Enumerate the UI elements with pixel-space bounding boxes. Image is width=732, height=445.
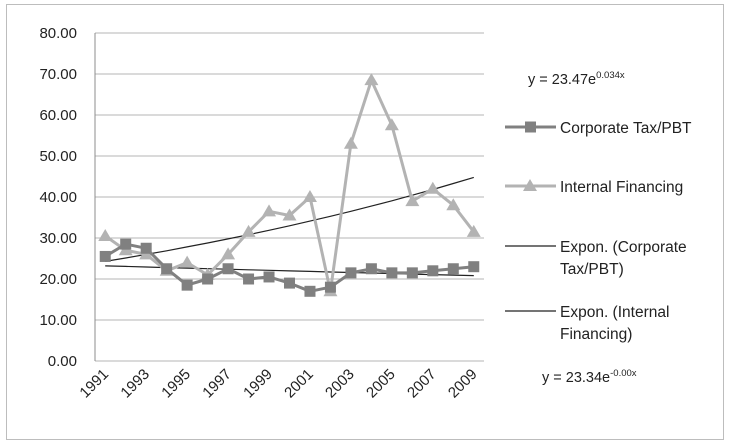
x-tick-label: 1995 xyxy=(158,366,194,402)
x-axis-ticks: 1991 1993 1995 1997 1999 2001 2003 2005 2007 2009 xyxy=(76,366,480,402)
y-axis-ticks: 0.00 10.00 20.00 30.00 40.00 50.00 60.00 70.00 8… xyxy=(39,25,77,370)
data-point xyxy=(364,73,379,86)
data-point xyxy=(181,279,193,291)
data-point xyxy=(241,224,256,237)
series-line xyxy=(104,78,475,293)
legend: Corporate Tax/PBT Internal Financing Expon… xyxy=(505,120,692,343)
equation-annotations: y = 23.47e0.034x y = 23.34e-0.00x xyxy=(528,70,637,386)
data-point xyxy=(140,242,152,254)
data-point xyxy=(345,267,357,279)
data-point xyxy=(222,263,234,275)
data-point xyxy=(202,273,214,285)
data-point xyxy=(98,228,113,241)
x-tick-label: 1993 xyxy=(117,366,153,402)
data-point xyxy=(284,277,295,289)
x-tick-label: 2007 xyxy=(404,366,440,402)
x-tick-label: 2005 xyxy=(363,366,399,402)
y-tick-label: 60.00 xyxy=(39,107,77,124)
data-point xyxy=(466,224,481,237)
data-point xyxy=(427,265,439,277)
x-tick-label: 2003 xyxy=(322,366,358,402)
y-tick-label: 50.00 xyxy=(39,148,77,165)
data-point xyxy=(405,194,420,207)
y-tick-label: 80.00 xyxy=(39,25,77,42)
legend-label: Financing) xyxy=(560,326,632,343)
legend-label: Expon. (Internal xyxy=(560,304,669,321)
legend-marker xyxy=(523,179,537,191)
data-point xyxy=(221,247,236,260)
data-point xyxy=(243,273,255,285)
data-point xyxy=(99,250,111,262)
data-point xyxy=(384,118,399,131)
data-point xyxy=(447,263,459,275)
data-point xyxy=(343,136,358,149)
legend-label: Tax/PBT) xyxy=(560,261,624,278)
y-tick-label: 40.00 xyxy=(39,189,77,206)
data-point xyxy=(263,271,275,283)
data-point xyxy=(304,285,316,297)
data-point xyxy=(180,255,195,268)
legend-label: Expon. (Corporate xyxy=(560,239,687,256)
y-tick-label: 0.00 xyxy=(48,353,77,370)
chart-frame xyxy=(6,4,724,440)
data-point xyxy=(120,238,132,250)
y-tick-label: 70.00 xyxy=(39,66,77,83)
data-point xyxy=(446,198,461,211)
data-point xyxy=(365,263,377,275)
data-point xyxy=(302,190,317,202)
gridlines xyxy=(94,32,484,362)
x-tick-label: 1999 xyxy=(240,366,276,402)
legend-label: Corporate Tax/PBT xyxy=(560,120,692,137)
series-lines xyxy=(98,73,481,297)
data-point xyxy=(468,261,480,273)
x-tick-label: 1997 xyxy=(199,366,235,402)
legend-marker xyxy=(525,121,536,133)
data-point xyxy=(282,208,297,221)
data-point xyxy=(161,263,173,275)
x-tick-label: 2009 xyxy=(445,366,481,402)
x-tick-label: 2001 xyxy=(281,366,317,402)
data-point xyxy=(425,181,440,194)
trend-equation: y = 23.34e-0.00x xyxy=(542,368,637,386)
x-tick-label: 1991 xyxy=(76,366,112,402)
y-tick-label: 30.00 xyxy=(39,230,77,247)
data-point xyxy=(386,267,398,279)
legend-label: Internal Financing xyxy=(560,179,683,196)
y-tick-label: 10.00 xyxy=(39,312,77,329)
data-point xyxy=(324,281,336,293)
data-point xyxy=(262,204,277,217)
data-point xyxy=(406,267,418,279)
y-tick-label: 20.00 xyxy=(39,271,77,288)
trend-equation: y = 23.47e0.034x xyxy=(528,70,625,88)
